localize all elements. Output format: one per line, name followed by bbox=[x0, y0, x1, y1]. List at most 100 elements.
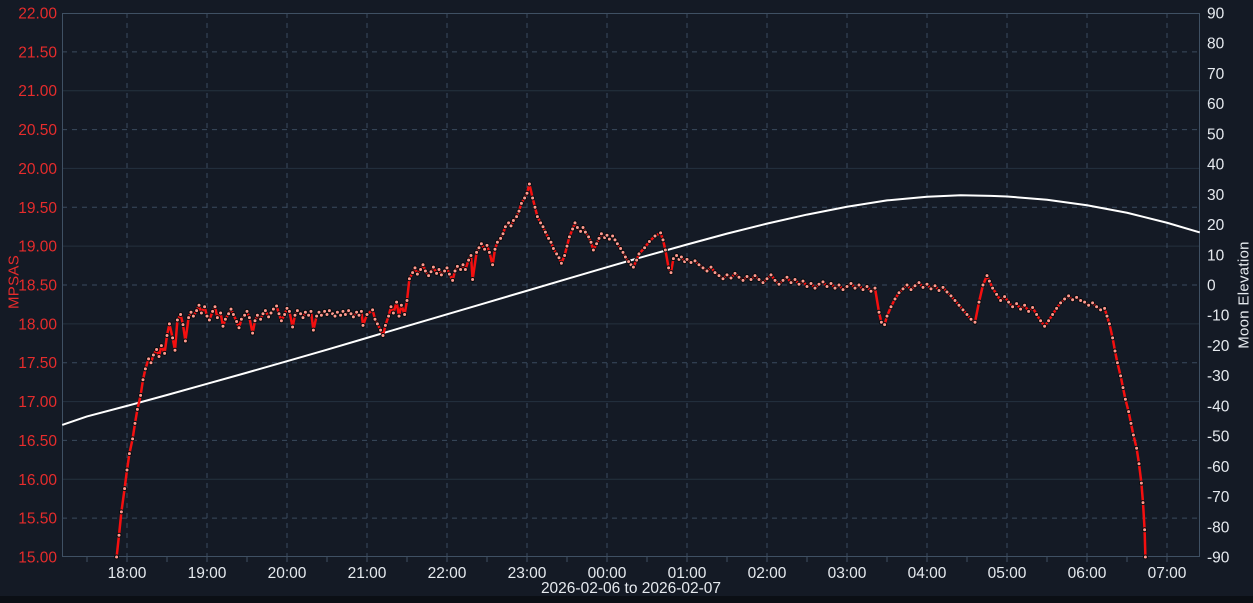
sqm-data-point bbox=[426, 273, 432, 279]
sqm-data-point bbox=[190, 313, 196, 319]
sqm-data-point bbox=[534, 214, 540, 220]
sqm-data-point bbox=[1118, 373, 1124, 379]
sqm-data-point bbox=[868, 288, 874, 294]
sqm-data-point bbox=[1034, 312, 1040, 318]
right-axis-tick-label: -50 bbox=[1207, 429, 1230, 446]
plot-area[interactable] bbox=[62, 13, 1200, 557]
sqm-data-point bbox=[932, 283, 938, 289]
x-axis-tick-label: 06:00 bbox=[1068, 565, 1107, 582]
left-axis-tick-label: 19.00 bbox=[18, 239, 57, 256]
sqm-data-point bbox=[364, 312, 370, 318]
sqm-data-point bbox=[610, 233, 616, 239]
sqm-data-point bbox=[348, 311, 354, 317]
sqm-data-point bbox=[186, 315, 192, 321]
sqm-data-point bbox=[132, 420, 138, 426]
x-axis-tick-label: 19:00 bbox=[188, 565, 227, 582]
sqm-data-point bbox=[404, 298, 410, 304]
sqm-data-point bbox=[260, 311, 266, 317]
sqm-data-point bbox=[262, 308, 268, 314]
sqm-data-point bbox=[202, 304, 208, 310]
right-axis-tick-label: 10 bbox=[1207, 247, 1225, 264]
sqm-data-point bbox=[270, 306, 276, 312]
sqm-data-point bbox=[474, 249, 480, 255]
sqm-data-point bbox=[230, 312, 236, 318]
sqm-data-point bbox=[1138, 480, 1144, 486]
sqm-data-point bbox=[130, 436, 136, 442]
x-axis-tick-label: 03:00 bbox=[828, 565, 867, 582]
sqm-data-point bbox=[522, 195, 528, 201]
sqm-data-point bbox=[1120, 385, 1126, 391]
sqm-data-point bbox=[1038, 318, 1044, 324]
sqm-data-point bbox=[500, 231, 506, 237]
sqm-data-point bbox=[550, 245, 556, 251]
sqm-data-point bbox=[788, 280, 794, 286]
sqm-data-point bbox=[760, 280, 766, 286]
sqm-data-point bbox=[126, 451, 132, 457]
x-axis-tick-label: 21:00 bbox=[348, 565, 387, 582]
sqm-data-point bbox=[490, 262, 496, 268]
sqm-data-point bbox=[498, 235, 504, 241]
sqm-data-point bbox=[318, 312, 324, 318]
sqm-data-point bbox=[612, 237, 618, 243]
sqm-data-point bbox=[804, 284, 810, 290]
right-axis-tick-label: -30 bbox=[1207, 368, 1230, 385]
left-axis-tick-label: 20.50 bbox=[18, 122, 57, 139]
right-axis-tick-label: -80 bbox=[1207, 519, 1230, 536]
right-axis-tick-label: 0 bbox=[1207, 278, 1216, 295]
sqm-data-point bbox=[1104, 313, 1110, 319]
sqm-data-point bbox=[460, 262, 466, 268]
sqm-data-point bbox=[196, 302, 202, 308]
sqm-data-point bbox=[828, 280, 834, 286]
left-axis-tick-label: 21.50 bbox=[18, 44, 57, 61]
sqm-data-point bbox=[1018, 306, 1024, 312]
sqm-data-point bbox=[254, 312, 260, 318]
sqm-data-point bbox=[444, 265, 450, 271]
sqm-data-point bbox=[402, 312, 408, 318]
sqm-data-point bbox=[436, 266, 442, 272]
sqm-data-point bbox=[556, 255, 562, 261]
sqm-data-point bbox=[856, 282, 862, 288]
sqm-data-point bbox=[590, 247, 596, 253]
sqm-data-point bbox=[1128, 420, 1134, 426]
sqm-data-point bbox=[354, 309, 360, 315]
sqm-data-point bbox=[484, 242, 490, 248]
sqm-data-point bbox=[812, 285, 818, 291]
left-axis-tick-label: 20.00 bbox=[18, 161, 57, 178]
sqm-data-point bbox=[660, 237, 666, 243]
sqm-data-point bbox=[466, 257, 472, 263]
sqm-data-point bbox=[478, 241, 484, 247]
sqm-data-point bbox=[396, 313, 402, 319]
sqm-data-point bbox=[450, 277, 456, 283]
sqm-data-point bbox=[1098, 307, 1104, 313]
sqm-data-point bbox=[442, 268, 448, 274]
sqm-data-point bbox=[236, 325, 242, 331]
sqm-data-point bbox=[580, 224, 586, 230]
sqm-data-point bbox=[514, 214, 520, 220]
sqm-data-point bbox=[984, 273, 990, 279]
sqm-data-point bbox=[282, 312, 288, 318]
sqm-data-point bbox=[146, 356, 152, 362]
sqm-data-point bbox=[540, 224, 546, 230]
right-axis-tick-label: 30 bbox=[1207, 187, 1225, 204]
sqm-data-point bbox=[238, 316, 244, 322]
sqm-data-point bbox=[226, 311, 232, 317]
sqm-data-point bbox=[542, 229, 548, 235]
sqm-data-point bbox=[900, 286, 906, 292]
sqm-data-point bbox=[350, 314, 356, 320]
sqm-data-point bbox=[358, 308, 364, 314]
sqm-data-point bbox=[994, 291, 1000, 297]
sqm-data-point bbox=[896, 290, 902, 296]
sqm-data-point bbox=[1054, 305, 1060, 311]
sqm-data-point bbox=[156, 353, 162, 359]
sqm-data-point bbox=[564, 243, 570, 249]
sqm-data-point bbox=[446, 271, 452, 277]
right-axis-tick-label: 70 bbox=[1207, 66, 1225, 83]
sqm-data-point bbox=[598, 231, 604, 237]
sqm-data-point bbox=[334, 309, 340, 315]
sqm-data-point bbox=[194, 308, 200, 314]
sqm-data-point bbox=[508, 223, 514, 229]
sqm-data-point bbox=[634, 257, 640, 263]
sqm-data-point bbox=[148, 360, 154, 366]
sqm-data-point bbox=[952, 298, 958, 304]
sqm-data-point bbox=[486, 249, 492, 255]
